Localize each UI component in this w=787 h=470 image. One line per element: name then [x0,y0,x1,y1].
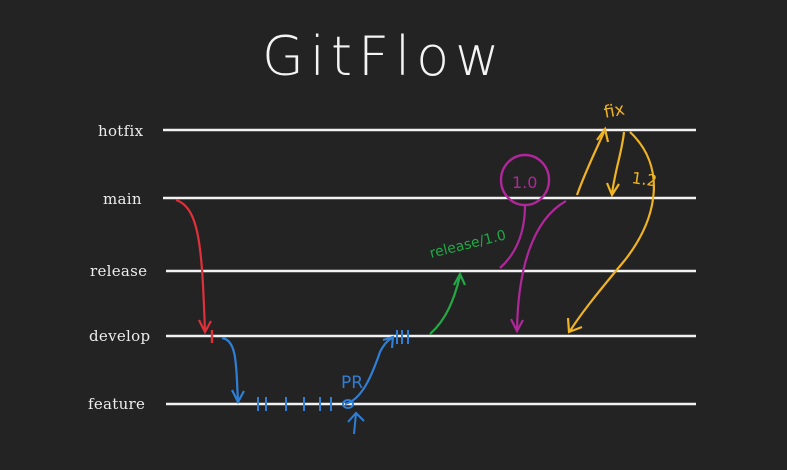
initial-branch-path [175,198,207,333]
lane-label-release: release [90,262,147,280]
pr-pointer-icon [347,411,365,435]
feature-branch-path [221,336,240,402]
release-to-main-path [499,204,527,269]
fix-label: fix [602,100,626,123]
lane-label-hotfix: hotfix [98,122,144,140]
pr-merge-point [342,399,354,409]
hotfix-to-main-arrowhead [605,182,620,198]
initial-develop-branch-arrow [175,198,214,343]
main-release-flow: 1.0 [499,153,567,334]
release-branch-label: release/1.0 [428,227,508,261]
version-1-0-label: 1.0 [512,173,537,192]
feature-branch-flow: PR [221,330,409,435]
lane-label-develop: develop [89,327,150,345]
release-branch-flow: release/1.0 [428,227,508,335]
main-to-develop-arrowhead [510,318,524,334]
main-to-hotfix-arrowhead [596,126,610,143]
hotfix-to-develop-path [569,131,655,332]
diagram-title: GitFlow [262,25,505,88]
hotfix-to-develop-arrowhead [566,317,583,334]
main-to-hotfix-path [575,131,606,196]
pull-request-path [344,337,393,406]
pull-request-arrowhead [382,335,395,349]
lane-label-main: main [103,190,142,208]
hotfix-to-main-path [610,131,626,195]
main-to-develop-path [515,200,567,331]
hotfix-flow: fix 1.2 [566,100,658,334]
develop-merge-ticks [396,330,409,344]
release-branch-path [429,275,462,335]
feature-branch-arrowhead [231,389,245,405]
pr-label: PR [341,373,363,393]
version-1-2-label: 1.2 [630,168,658,190]
initial-branch-arrowhead [198,319,212,335]
feature-commit-ticks [257,397,332,411]
release-branch-arrowhead [453,271,467,286]
lane-label-feature: feature [88,395,145,413]
